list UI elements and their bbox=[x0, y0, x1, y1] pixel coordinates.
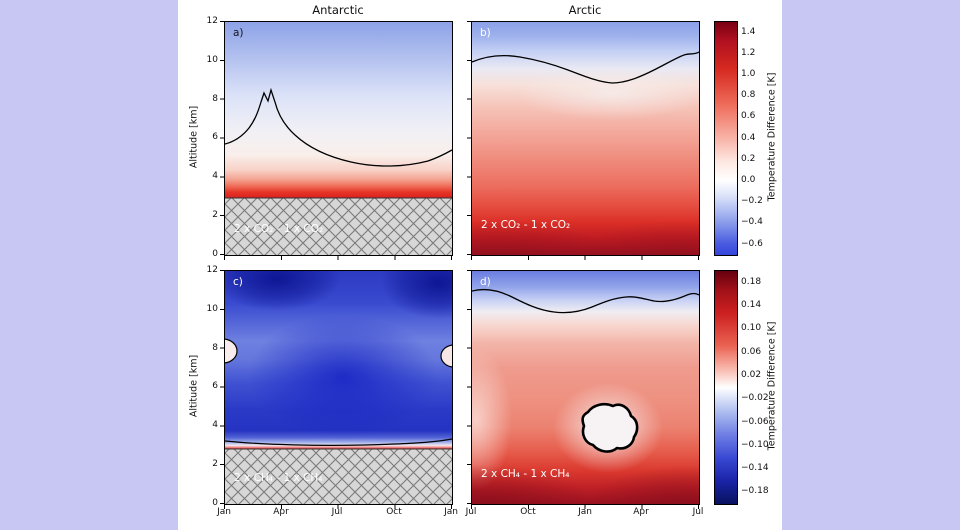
y-tick-label: 0 bbox=[212, 249, 218, 259]
colorbar-tick-label: 0.10 bbox=[741, 323, 762, 333]
heatmap-b bbox=[472, 22, 699, 255]
y-tick-label: 8 bbox=[212, 343, 218, 353]
x-tick-label: Apr bbox=[273, 507, 289, 517]
x-tick-label: Oct bbox=[386, 507, 402, 517]
colorbar-tick-label: −0.14 bbox=[741, 463, 769, 473]
panel-d-arctic-ch4: d) 2 x CH₄ - 1 x CH₄ bbox=[471, 270, 700, 505]
axis-ticks bbox=[220, 270, 224, 504]
y-tick-label: 0 bbox=[212, 498, 218, 508]
panel-letter: d) bbox=[480, 276, 491, 288]
colorbar-tick-label: −0.4 bbox=[741, 217, 763, 227]
colorbar-tick-label: 0.02 bbox=[741, 370, 762, 380]
figure-canvas: Antarctic Arctic Altitude [km] Altitude … bbox=[178, 0, 782, 530]
y-tick-label: 10 bbox=[206, 304, 218, 314]
heatmap-c bbox=[225, 271, 452, 504]
colorbar-tick-label: 0.14 bbox=[741, 300, 762, 310]
panel-annotation: 2 x CO₂ - 1 x CO₂ bbox=[481, 219, 571, 231]
colorbar-tick-label: −0.6 bbox=[741, 239, 763, 249]
x-tick-label: Jul bbox=[331, 507, 343, 517]
x-tick-label: Jan bbox=[444, 507, 458, 517]
colorbar-axis-label-top: Temperature Difference [K] bbox=[766, 72, 778, 202]
colorbar-tick-label: 0.18 bbox=[741, 277, 762, 287]
column-title-arctic: Arctic bbox=[568, 3, 602, 17]
colorbar-tick-label: −0.10 bbox=[741, 440, 769, 450]
column-title-antarctic: Antarctic bbox=[312, 3, 364, 17]
colorbar-tick-label: 0.8 bbox=[741, 90, 756, 100]
axis-ticks bbox=[467, 21, 471, 255]
x-tick-label: Jan bbox=[217, 507, 231, 517]
y-tick-label: 12 bbox=[206, 265, 218, 275]
colorbar-tick-label: 0.0 bbox=[741, 175, 756, 185]
x-tick-label: Oct bbox=[520, 507, 536, 517]
colorbar-tick-label: −0.02 bbox=[741, 393, 769, 403]
y-tick-label: 12 bbox=[206, 16, 218, 26]
colorbar-co2 bbox=[714, 21, 738, 256]
y-tick-label: 2 bbox=[212, 459, 218, 469]
x-tick-label: Jul bbox=[692, 507, 704, 517]
colorbar-tick-label: 0.6 bbox=[741, 111, 756, 121]
panel-letter: b) bbox=[480, 27, 491, 39]
y-tick-label: 10 bbox=[206, 55, 218, 65]
colorbar-tick-label: 0.06 bbox=[741, 347, 762, 357]
colorbar-tick-label: −0.18 bbox=[741, 486, 769, 496]
colorbar-tick-label: 0.4 bbox=[741, 133, 756, 143]
x-tick-label: Jan bbox=[578, 507, 592, 517]
y-tick-label: 8 bbox=[212, 94, 218, 104]
colorbar-tick-label: 1.2 bbox=[741, 48, 756, 58]
axis-ticks bbox=[224, 505, 452, 509]
y-tick-label: 4 bbox=[212, 171, 218, 181]
colorbar-tick-label: 1.4 bbox=[741, 27, 756, 37]
colorbar-tick-label: −0.06 bbox=[741, 417, 769, 427]
panel-annotation: 2 x CO₂ - 1 x CO₂ bbox=[234, 223, 324, 235]
colorbar-ch4 bbox=[714, 270, 738, 505]
panel-c-antarctic-ch4: c) 2 x CH₄ - 1 x CH₄ bbox=[224, 270, 453, 505]
x-tick-label: Apr bbox=[633, 507, 649, 517]
y-tick-label: 4 bbox=[212, 420, 218, 430]
axis-ticks bbox=[471, 505, 699, 509]
colorbar-tick-label: −0.2 bbox=[741, 196, 763, 206]
panel-letter: c) bbox=[233, 276, 243, 288]
x-tick-label: Jul bbox=[465, 507, 477, 517]
axis-ticks bbox=[467, 270, 471, 504]
y-tick-label: 2 bbox=[212, 210, 218, 220]
panel-a-antarctic-co2: a) 2 x CO₂ - 1 x CO₂ bbox=[224, 21, 453, 256]
axis-ticks bbox=[224, 256, 452, 260]
axis-ticks bbox=[471, 256, 699, 260]
panel-b-arctic-co2: b) 2 x CO₂ - 1 x CO₂ bbox=[471, 21, 700, 256]
heatmap-a bbox=[225, 22, 452, 255]
colorbar-tick-label: 0.2 bbox=[741, 154, 756, 164]
panel-letter: a) bbox=[233, 27, 244, 39]
colorbar-tick-label: 1.0 bbox=[741, 69, 756, 79]
y-tick-label: 6 bbox=[212, 132, 218, 142]
colorbar-axis-label-bottom: Temperature Difference [K] bbox=[766, 321, 778, 451]
panel-annotation: 2 x CH₄ - 1 x CH₄ bbox=[234, 472, 323, 484]
y-tick-label: 6 bbox=[212, 381, 218, 391]
axis-ticks bbox=[220, 21, 224, 255]
panel-annotation: 2 x CH₄ - 1 x CH₄ bbox=[481, 468, 570, 480]
heatmap-d bbox=[472, 271, 699, 504]
